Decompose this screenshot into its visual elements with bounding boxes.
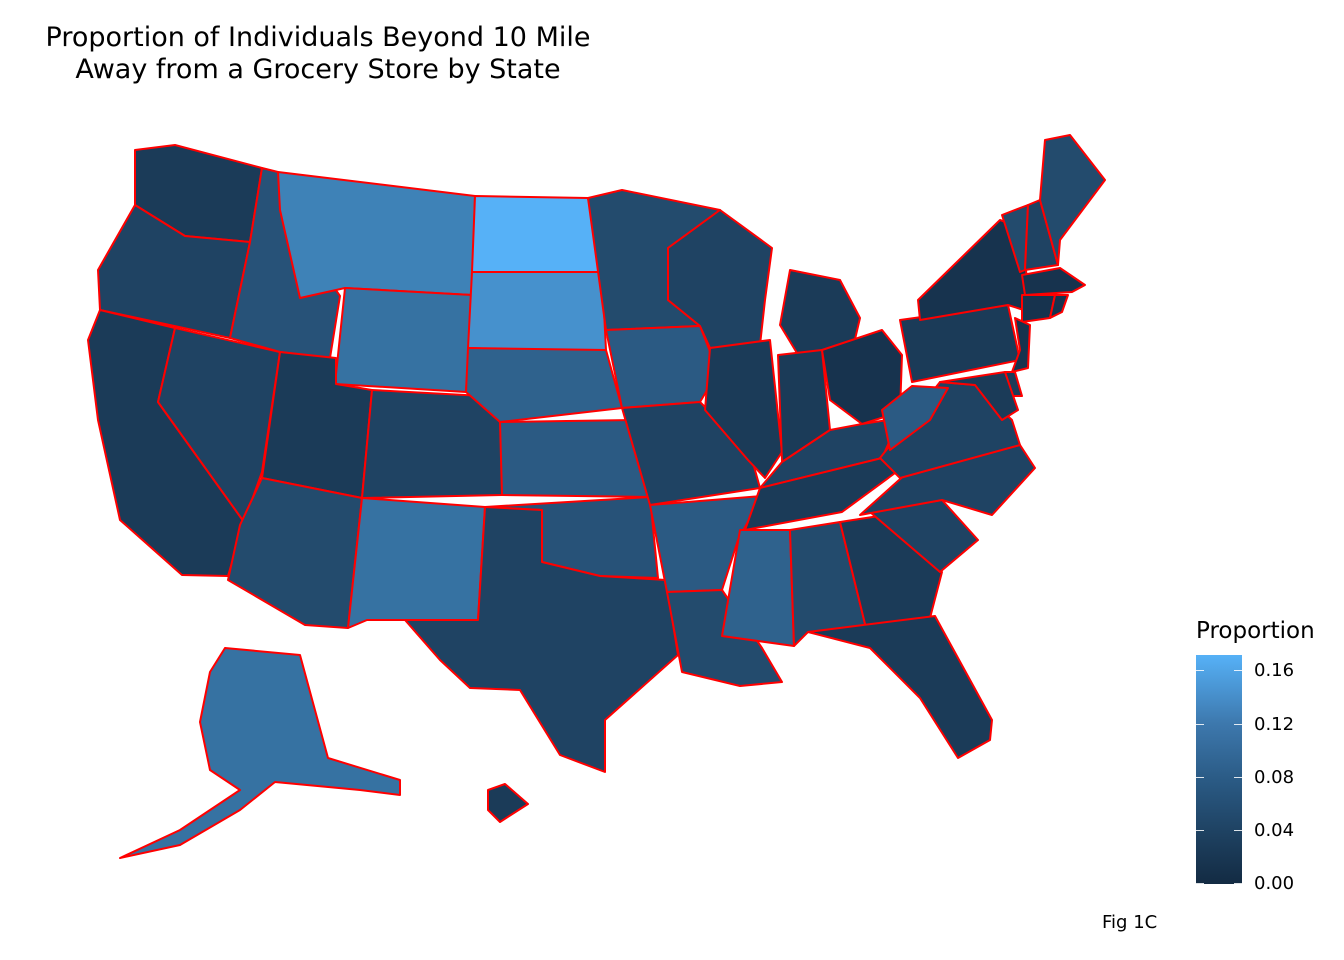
state-pa bbox=[899, 304, 1021, 383]
state-ks bbox=[499, 419, 651, 498]
state-tn bbox=[744, 457, 911, 531]
state-md bbox=[939, 371, 1019, 421]
legend-tick-label: 0.04 bbox=[1254, 820, 1295, 841]
state-sd bbox=[467, 271, 607, 353]
legend-tick-mark bbox=[1196, 724, 1242, 725]
title-line-1: Proportion of Individuals Beyond 10 Mile bbox=[45, 22, 591, 53]
legend-tick-mark bbox=[1196, 830, 1242, 831]
state-la bbox=[666, 589, 783, 687]
legend-colorbar bbox=[1196, 655, 1242, 884]
state-il bbox=[704, 339, 783, 479]
state-wy bbox=[334, 287, 473, 393]
state-ri bbox=[1049, 294, 1069, 319]
state-nm bbox=[347, 497, 486, 629]
legend-tick-label: 0.12 bbox=[1254, 714, 1295, 735]
legend-tick-label: 0.00 bbox=[1254, 873, 1295, 894]
legend-tick-mark bbox=[1196, 777, 1242, 778]
state-ak bbox=[119, 647, 401, 859]
state-ia bbox=[605, 325, 719, 409]
state-mt bbox=[277, 171, 476, 299]
state-nj bbox=[1011, 317, 1031, 373]
legend-tick-mark bbox=[1196, 883, 1242, 884]
legend-tick-mark bbox=[1196, 670, 1242, 671]
figure-caption: Fig 1C bbox=[1102, 912, 1158, 933]
legend-title: Proportion bbox=[1196, 618, 1315, 644]
title-line-2: Away from a Grocery Store by State bbox=[75, 54, 561, 85]
state-ar bbox=[649, 495, 763, 593]
state-ma bbox=[1021, 267, 1086, 296]
state-nd bbox=[471, 195, 603, 273]
state-hi bbox=[487, 783, 529, 823]
state-wv bbox=[881, 385, 949, 451]
state-me bbox=[1039, 134, 1106, 266]
legend-tick-label: 0.16 bbox=[1254, 660, 1295, 681]
state-fl bbox=[807, 615, 993, 759]
legend-tick-label: 0.08 bbox=[1254, 767, 1295, 788]
chart-title: Proportion of Individuals Beyond 10 Mile… bbox=[18, 22, 618, 86]
state-ne bbox=[465, 347, 623, 423]
state-tx bbox=[404, 506, 679, 773]
